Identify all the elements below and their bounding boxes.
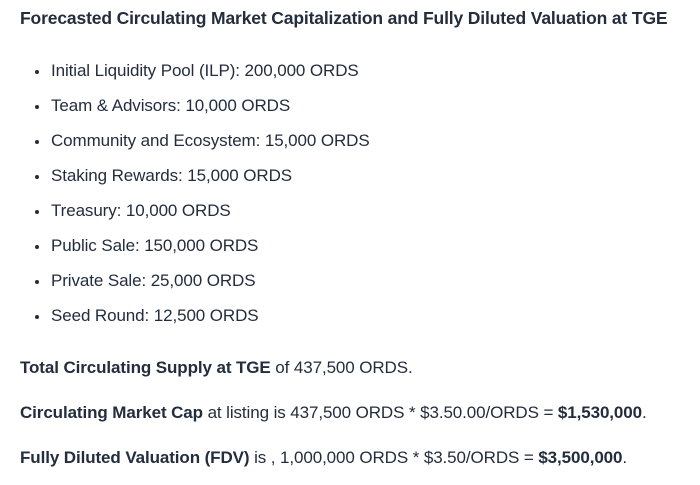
summary-text: of 437,500 ORDS. [270,358,413,377]
summary-text: is , 1,000,000 ORDS * $3.50/ORDS = [249,448,539,467]
summary-paragraph: Circulating Market Cap at listing is 437… [20,404,680,422]
summary-text: at listing is 437,500 ORDS * $3.50.00/OR… [202,403,558,422]
allocation-list-item: Team & Advisors: 10,000 ORDS [50,97,680,115]
allocation-text: Seed Round: 12,500 ORDS [51,306,259,325]
page-title: Forecasted Circulating Market Capitaliza… [20,8,668,28]
summary-value-bold: $3,500,000 [538,448,623,467]
allocation-list-item: Private Sale: 25,000 ORDS [50,272,680,290]
allocation-list: Initial Liquidity Pool (ILP): 200,000 OR… [20,62,680,325]
allocation-text: Community and Ecosystem: 15,000 ORDS [51,131,370,150]
allocation-text: Initial Liquidity Pool (ILP): 200,000 OR… [51,61,359,80]
summary-paragraph: Total Circulating Supply at TGE of 437,5… [20,359,680,377]
allocation-list-item: Staking Rewards: 15,000 ORDS [50,167,680,185]
article-body: Forecasted Circulating Market Capitaliza… [0,0,700,467]
summary-tail: . [622,448,628,467]
summary-value-bold: $1,530,000 [557,403,642,422]
allocation-list-item: Initial Liquidity Pool (ILP): 200,000 OR… [50,62,680,80]
allocation-text: Treasury: 10,000 ORDS [51,201,231,220]
summary-lead-bold: Total Circulating Supply at TGE [20,358,271,377]
allocation-list-item: Treasury: 10,000 ORDS [50,202,680,220]
allocation-text: Team & Advisors: 10,000 ORDS [51,96,291,115]
summary-lead-bold: Circulating Market Cap [20,403,203,422]
allocation-text: Staking Rewards: 15,000 ORDS [51,166,292,185]
allocation-list-item: Seed Round: 12,500 ORDS [50,307,680,325]
allocation-text: Public Sale: 150,000 ORDS [51,236,259,255]
summary-paragraph: Fully Diluted Valuation (FDV) is , 1,000… [20,449,680,467]
allocation-text: Private Sale: 25,000 ORDS [51,271,256,290]
summary-lead-bold: Fully Diluted Valuation (FDV) [20,448,250,467]
allocation-list-item: Community and Ecosystem: 15,000 ORDS [50,132,680,150]
summary-tail: . [642,403,647,422]
allocation-list-item: Public Sale: 150,000 ORDS [50,237,680,255]
summary-section: Total Circulating Supply at TGE of 437,5… [20,359,680,467]
